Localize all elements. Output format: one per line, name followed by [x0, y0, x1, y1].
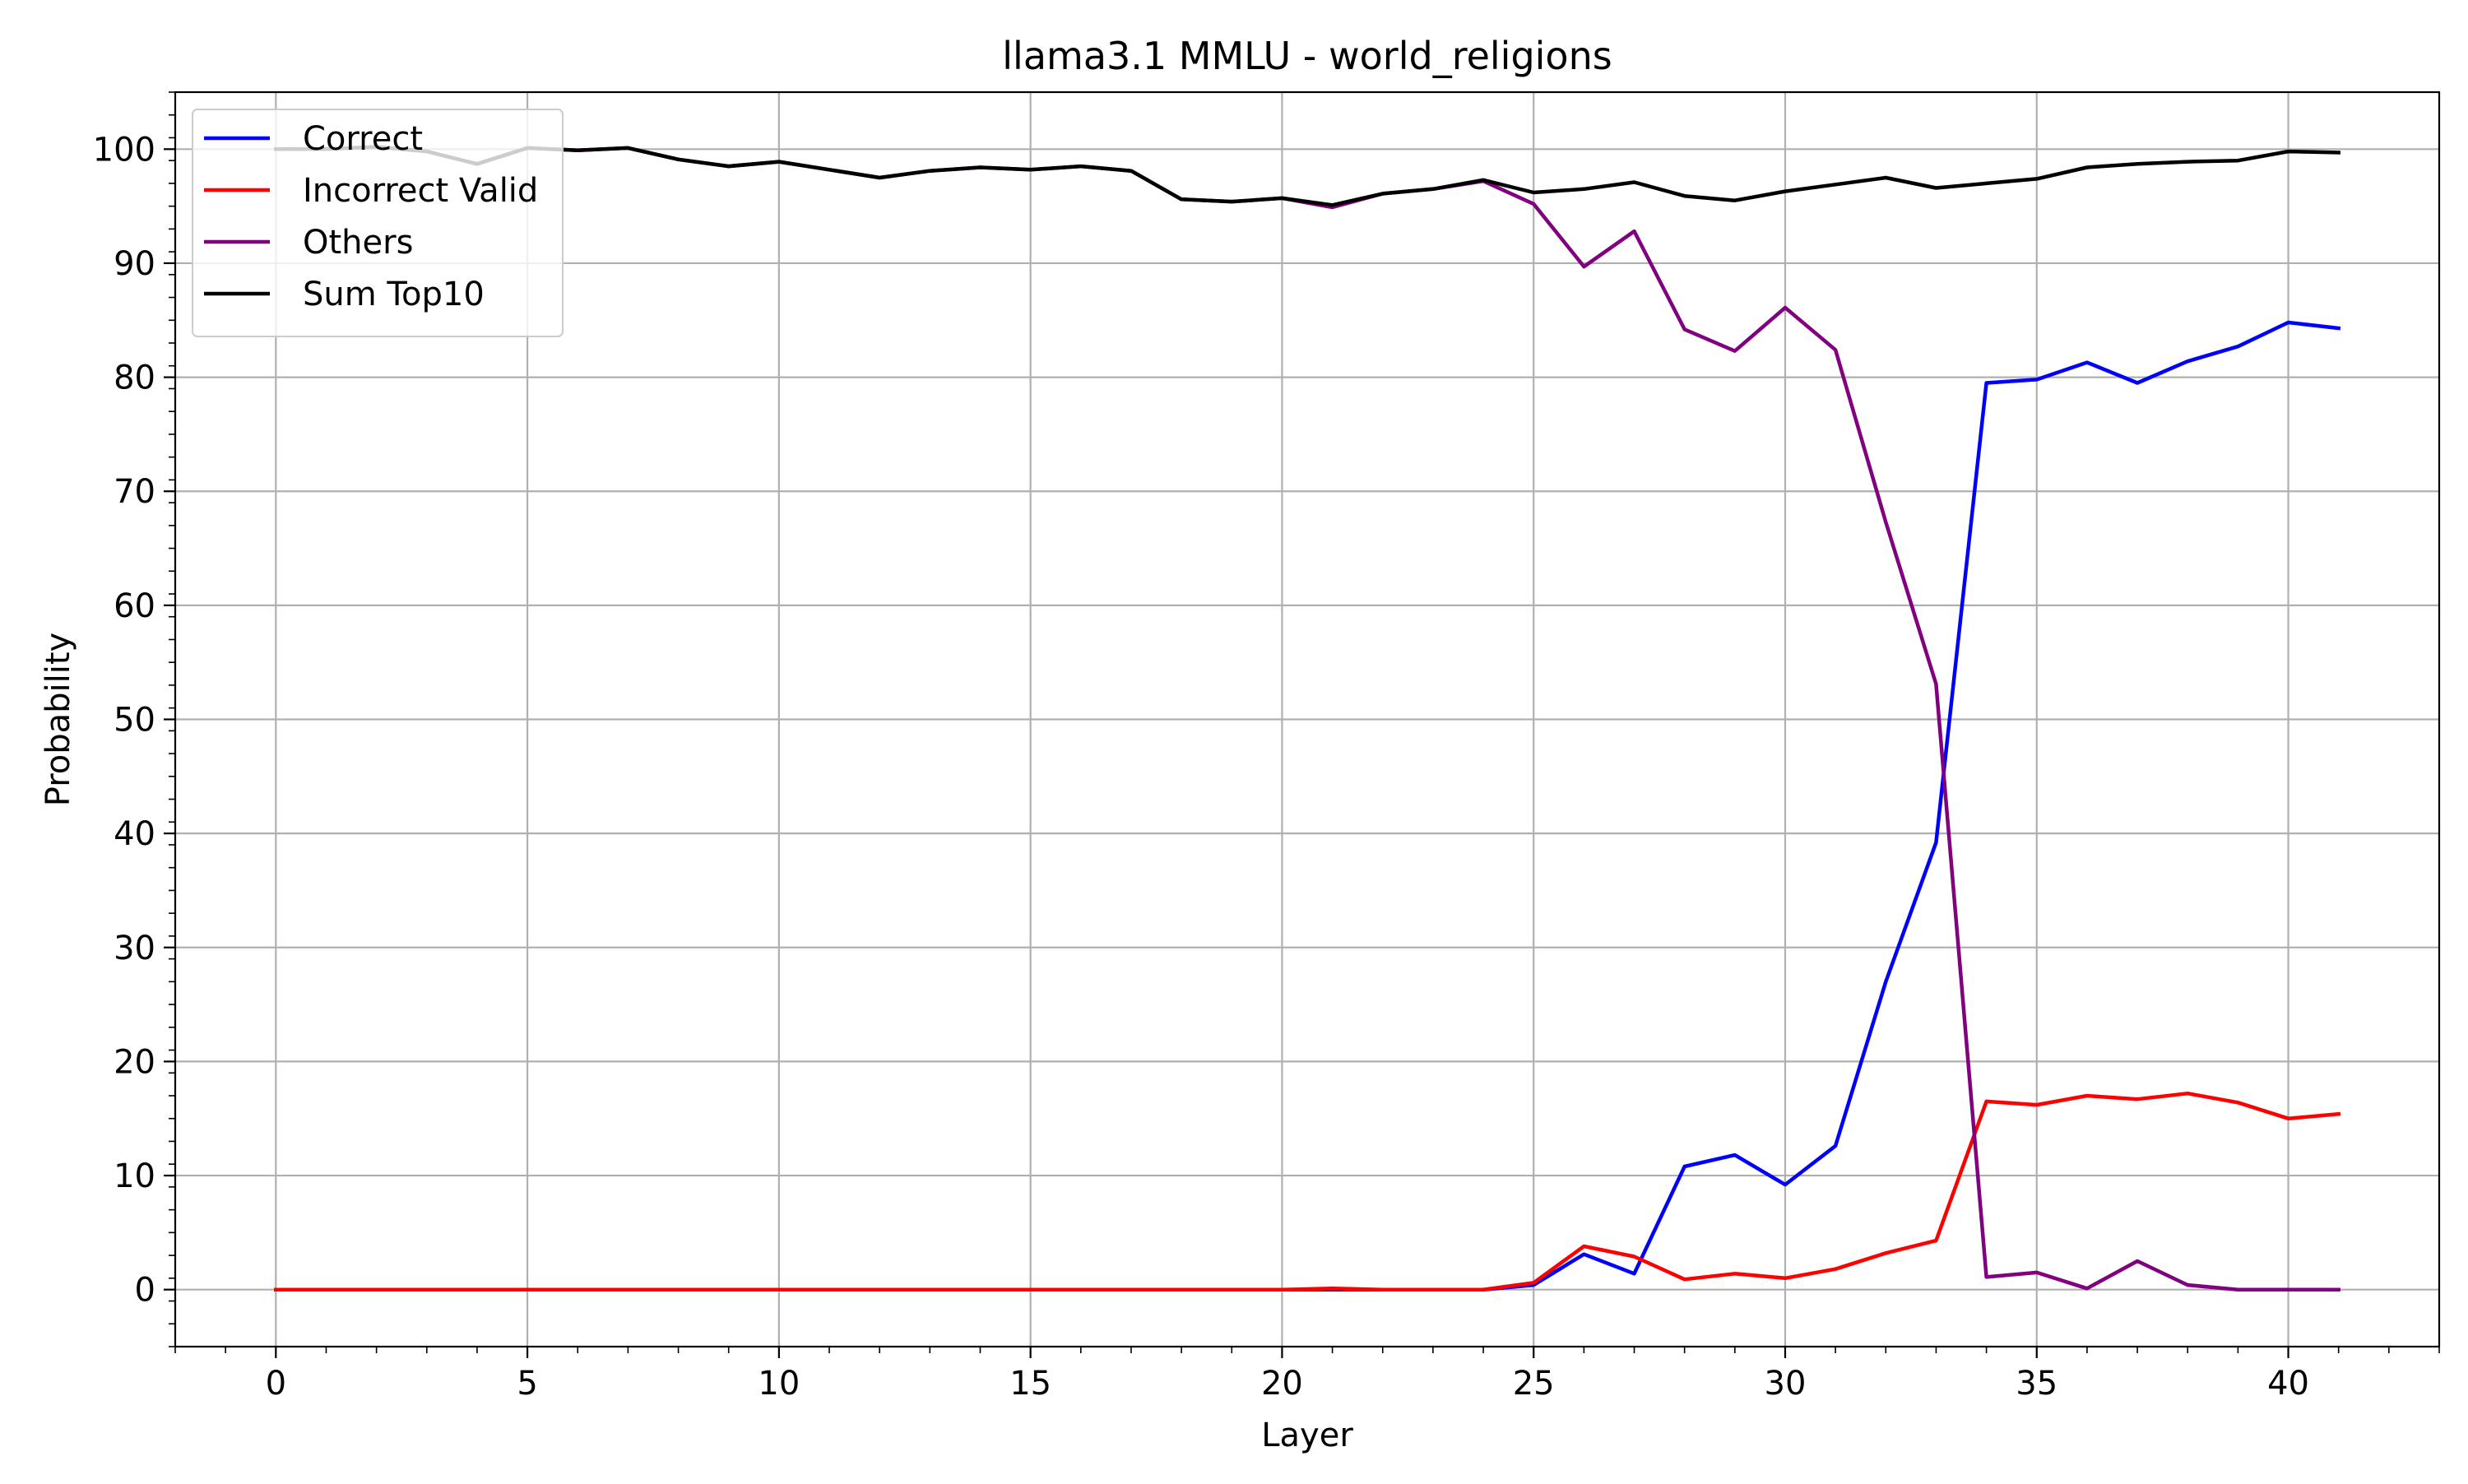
series-line-sum-top10	[274, 145, 2341, 207]
legend: Correct Incorrect Valid Others Sum Top10	[192, 109, 564, 337]
x-tick-label: 0	[266, 1365, 286, 1403]
x-tick-label: 25	[1513, 1365, 1555, 1403]
series-lines	[274, 145, 2341, 1292]
chart-title: llama3.1 MMLU - world_religions	[1002, 34, 1612, 78]
y-tick-label: 10	[114, 1157, 155, 1195]
y-tick-label: 90	[114, 245, 155, 283]
legend-label: Others	[303, 224, 413, 262]
x-tick-label: 20	[1261, 1365, 1303, 1403]
x-axis-label: Layer	[1261, 1417, 1353, 1454]
series-line-incorrect-valid	[274, 1091, 2341, 1292]
legend-label: Correct	[303, 120, 423, 158]
legend-label: Sum Top10	[303, 276, 485, 313]
y-axis-label: Probability	[39, 633, 77, 806]
series-line-others	[274, 145, 2340, 1292]
y-tick-label: 100	[93, 131, 155, 169]
y-tick-label: 50	[114, 702, 155, 740]
x-tick-label: 30	[1765, 1365, 1807, 1403]
y-tick-label: 70	[114, 473, 155, 511]
legend-label: Incorrect Valid	[303, 172, 538, 210]
y-tick-label: 60	[114, 587, 155, 625]
x-tick-label: 10	[758, 1365, 800, 1403]
legend-box	[192, 109, 564, 337]
series-line-correct	[274, 320, 2341, 1292]
axis-ticks: 0 5 10 15 20 25 30 35 40 0 10 20 30 40 50 60 70 80 90 100	[93, 91, 2440, 1403]
x-tick-label: 40	[2267, 1365, 2309, 1403]
x-tick-label: 35	[2016, 1365, 2057, 1403]
y-tick-label: 40	[114, 815, 155, 853]
y-tick-label: 80	[114, 359, 155, 397]
x-tick-label: 5	[517, 1365, 537, 1403]
grid	[175, 92, 2439, 1347]
y-tick-label: 20	[114, 1043, 155, 1081]
y-tick-label: 30	[114, 930, 155, 967]
y-tick-label: 0	[135, 1272, 155, 1310]
x-tick-label: 15	[1009, 1365, 1051, 1403]
